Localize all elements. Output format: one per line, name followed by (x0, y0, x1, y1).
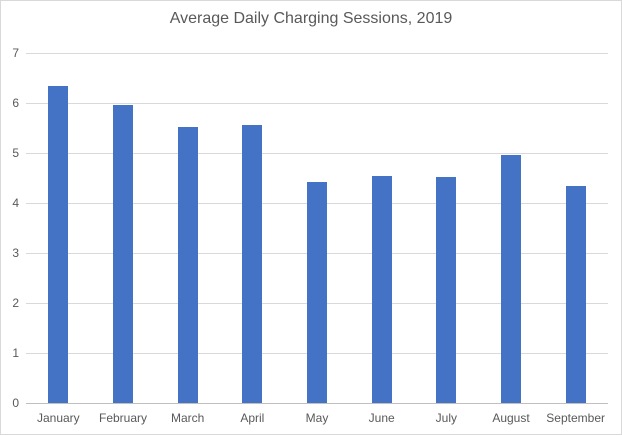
x-category-label: August (492, 411, 530, 425)
bar-september (565, 186, 586, 403)
x-category-label: January (36, 411, 80, 425)
x-axis-line (26, 402, 608, 404)
bar-august (501, 154, 521, 403)
y-tick-label: 4 (12, 196, 19, 210)
gridline (26, 102, 608, 104)
bar-march (177, 126, 198, 403)
x-category-label: September (546, 411, 605, 425)
x-category-label: June (368, 411, 395, 425)
x-category-label: April (240, 411, 265, 425)
gridline (26, 52, 608, 54)
y-tick-label: 6 (12, 96, 19, 110)
bar-june (371, 176, 392, 403)
bar-january (48, 86, 69, 403)
y-tick-label: 3 (12, 246, 19, 260)
y-tick-label: 5 (12, 146, 19, 160)
chart-title: Average Daily Charging Sessions, 2019 (169, 10, 453, 27)
bar-july (436, 177, 457, 403)
y-tick-label: 7 (12, 46, 19, 60)
bar-may (307, 182, 327, 403)
y-tick-label: 1 (12, 346, 19, 360)
bar-february (113, 104, 133, 403)
x-category-label: March (170, 411, 205, 425)
x-category-label: May (305, 411, 329, 425)
y-tick-label: 2 (12, 296, 19, 310)
y-tick-label: 0 (12, 396, 19, 410)
gridline (26, 152, 608, 154)
x-category-label: July (435, 411, 457, 425)
bar-april (242, 125, 263, 403)
x-category-label: February (98, 411, 148, 425)
